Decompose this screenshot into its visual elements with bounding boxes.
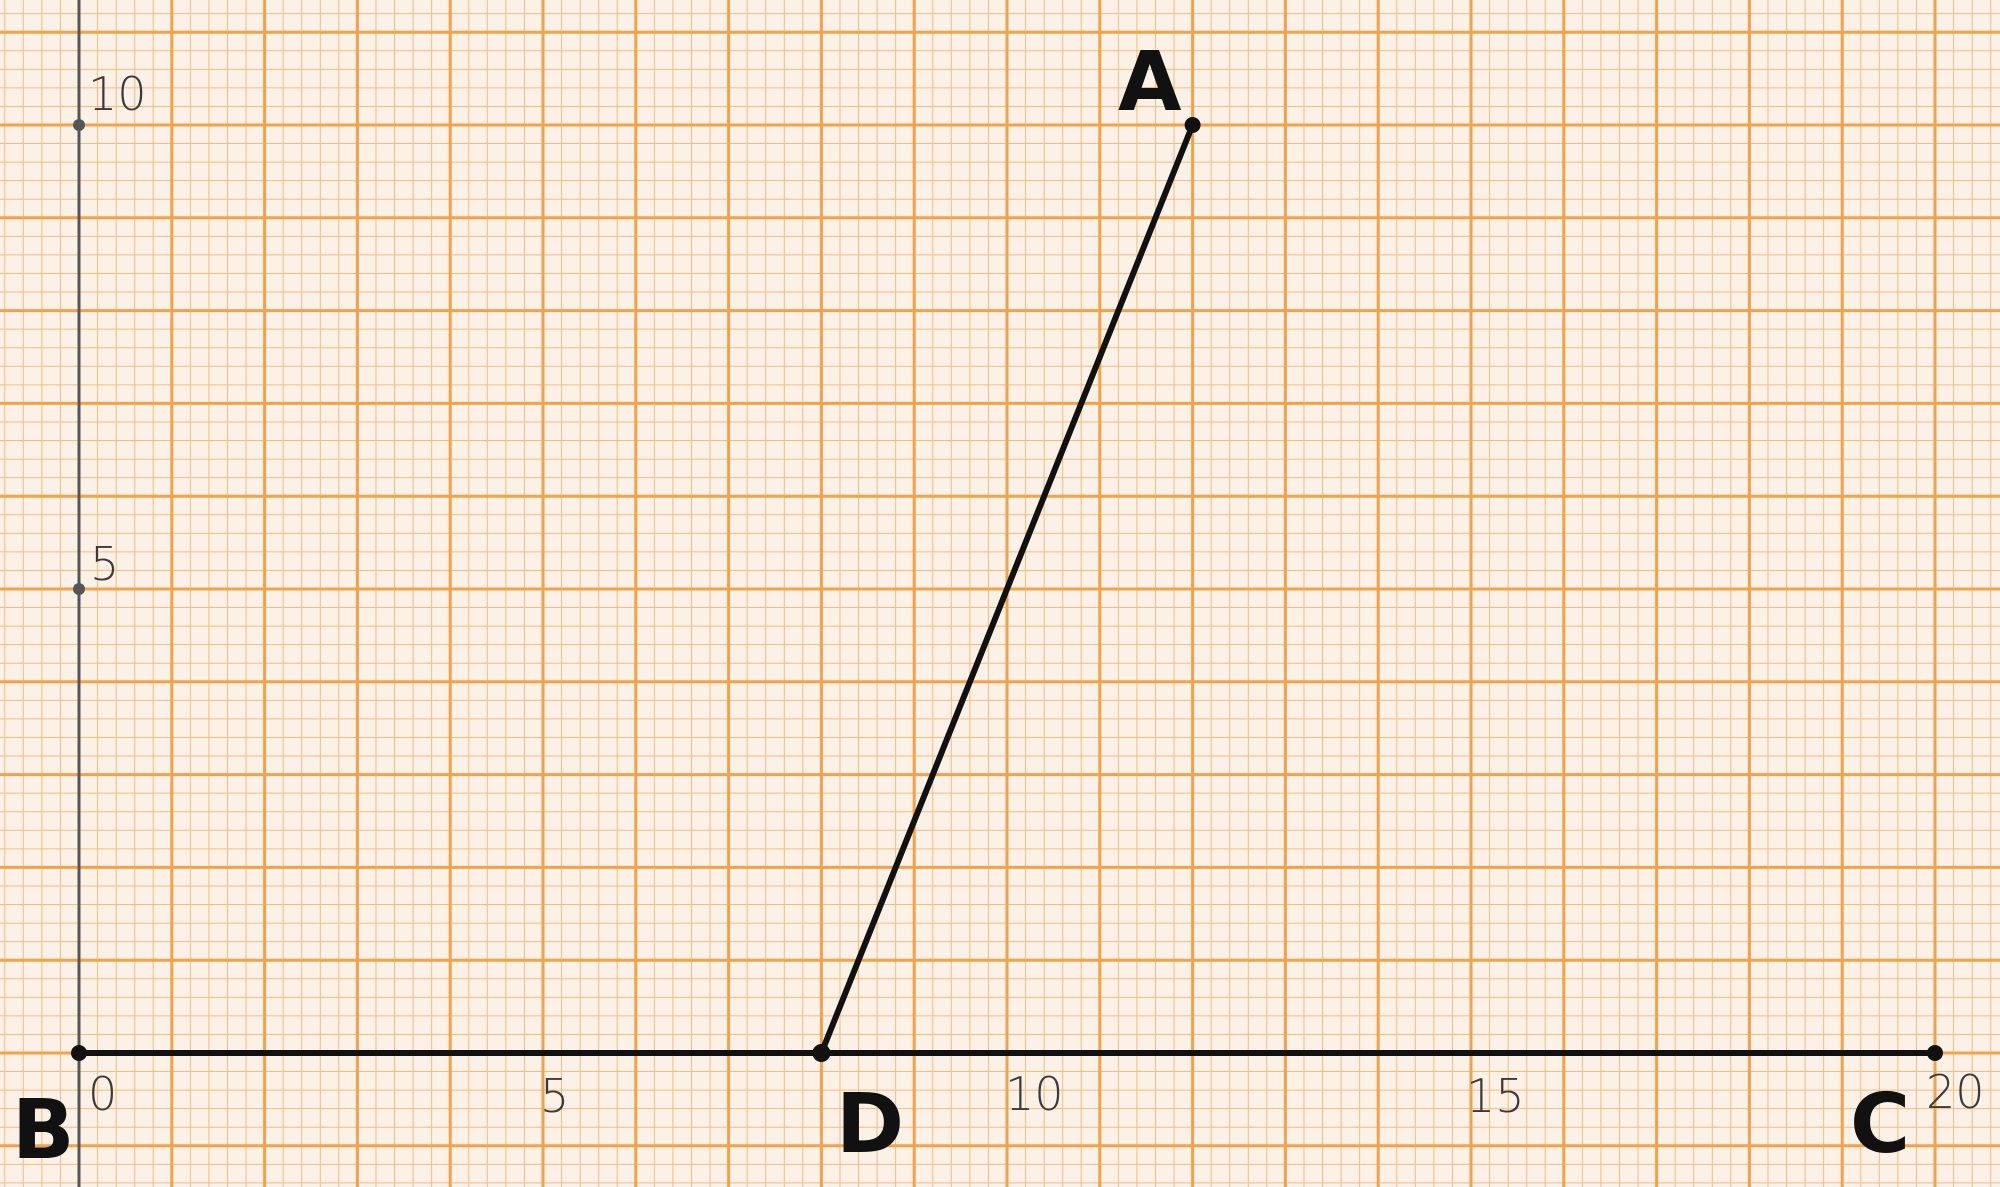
point-label-b: B — [12, 1083, 75, 1178]
y-tick-label-5: 5 — [90, 537, 119, 591]
y-tick-marker-5 — [73, 583, 85, 595]
x-tick-label-15: 15 — [1466, 1069, 1525, 1123]
segment-da — [818, 122, 1196, 1056]
x-tick-label-5: 5 — [540, 1069, 569, 1123]
point-d — [812, 1044, 831, 1062]
point-label-c: C — [1850, 1077, 1910, 1172]
point-label-a: A — [1118, 35, 1182, 130]
point-c — [1927, 1045, 1943, 1061]
point-a — [1184, 117, 1201, 133]
x-tick-label-10: 10 — [1005, 1067, 1064, 1121]
point-label-d: D — [836, 1077, 904, 1172]
y-tick-marker-10 — [73, 119, 85, 131]
y-tick-label-10: 10 — [88, 67, 147, 121]
point-b — [71, 1045, 87, 1061]
x-tick-label-0: 0 — [88, 1067, 117, 1121]
x-tick-label-20: 20 — [1926, 1065, 1985, 1119]
